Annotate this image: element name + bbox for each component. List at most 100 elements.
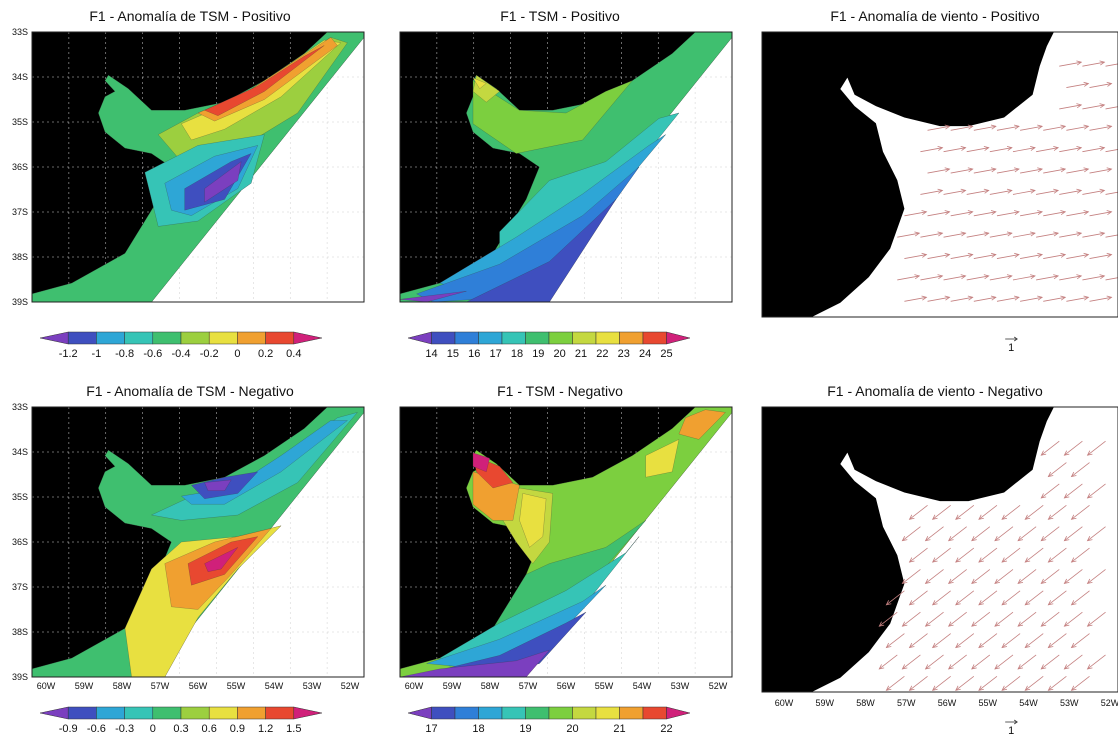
wind-arrow-head — [1063, 450, 1070, 456]
wind-arrow-head — [1106, 252, 1113, 258]
panel-title: F1 - Anomalía de viento - Negativo — [827, 383, 1043, 399]
y-tick-label: 37S — [12, 207, 28, 217]
colorbar-tick-label: -0.4 — [172, 348, 191, 360]
wind-arrow — [1064, 526, 1083, 542]
wind-arrow-head — [1070, 557, 1077, 563]
wind-arrow — [1024, 590, 1044, 606]
wind-arrow-head — [914, 274, 921, 280]
colorbar-segment — [67, 706, 97, 720]
wind-arrow — [1024, 505, 1044, 520]
y-tick-label: 36S — [12, 537, 28, 547]
panel-sst-negative: F1 - TSM - Negativo 60W 59W 58W 57W 56W 55W 54… — [380, 375, 750, 751]
colorbar-segment — [124, 706, 154, 720]
panel-wind-anomaly-positive: F1 - Anomalía de viento - Positivo 1 — [750, 0, 1118, 370]
wind-arrow — [927, 168, 950, 174]
colorbar-tick-label: 19 — [532, 348, 544, 360]
wind-arrow-head — [1017, 664, 1024, 670]
colorbar-segment — [619, 706, 644, 720]
wind-arrow-head — [931, 642, 938, 649]
colorbar-tick-label: 24 — [639, 348, 651, 360]
wind-arrow — [909, 676, 928, 691]
wind-arrow-head — [1053, 188, 1060, 194]
wind-arrow-head — [1037, 295, 1044, 301]
x-tick-label: 57W — [151, 681, 170, 691]
map-frame — [399, 406, 733, 678]
wind-arrow-head — [1106, 295, 1113, 301]
colorbar-segment — [180, 706, 210, 720]
wind-arrow — [1089, 168, 1112, 174]
wind-arrow — [1024, 633, 1044, 648]
colorbar-cap — [39, 706, 69, 720]
wind-arrow — [989, 147, 1012, 153]
wind-arrow — [1048, 590, 1067, 606]
wind-arrow — [1066, 254, 1089, 259]
wind-arrow — [1048, 676, 1067, 691]
colorbar-segment — [478, 331, 503, 345]
wind-arrow — [948, 654, 967, 670]
wind-arrow-head — [1076, 231, 1083, 237]
wind-arrow — [943, 190, 966, 195]
wind-arrow — [897, 232, 920, 238]
wind-arrow — [925, 526, 944, 542]
wind-arrow-head — [960, 188, 967, 194]
wind-arrow-head — [1017, 578, 1024, 585]
wind-arrow — [1066, 83, 1089, 88]
wind-arrow-head — [1060, 124, 1067, 130]
wind-arrow-head — [885, 642, 892, 649]
wind-arrow-head — [1106, 124, 1113, 130]
wind-arrow — [1064, 611, 1083, 627]
wind-arrow-head — [944, 167, 951, 173]
wind-arrow — [1001, 547, 1021, 563]
wind-arrow-head — [983, 231, 990, 237]
colorbar-tick-label: 25 — [660, 348, 672, 360]
wind-arrow — [966, 190, 989, 195]
wind-arrow-head — [1017, 536, 1024, 542]
x-tick-label: 52W — [709, 681, 728, 691]
x-tick-label: 58W — [856, 698, 875, 708]
wind-arrow-head — [990, 124, 997, 130]
contour-band — [399, 291, 467, 303]
wind-arrow — [920, 232, 943, 238]
wind-arrow — [1082, 104, 1105, 110]
y-tick-label: 37S — [12, 582, 28, 592]
map-group: 60W 59W 58W 57W 56W 55W 54W 53W 52W 17 18 19 20 21 22 — [399, 406, 733, 735]
wind-arrow-head — [901, 536, 908, 542]
colorbar-tick-label: 0.6 — [202, 723, 217, 735]
colorbar-segment — [642, 331, 667, 345]
wind-arrow-head — [885, 600, 892, 606]
wind-arrow-head — [908, 685, 915, 691]
wind-arrow — [955, 505, 975, 520]
wind-arrow-head — [1040, 664, 1047, 670]
x-tick-label: 56W — [557, 681, 576, 691]
wind-arrow-head — [1099, 274, 1106, 280]
wind-arrow-head — [1099, 231, 1106, 237]
colorbar-tick-label: 14 — [425, 348, 437, 360]
colorbar-segment — [548, 706, 573, 720]
wind-arrow — [1041, 440, 1060, 456]
wind-arrow — [996, 296, 1020, 302]
wind-anomaly-positive-map: 1 — [761, 31, 1118, 354]
colorbar-tick-label: 19 — [519, 723, 531, 735]
wind-arrow-head — [924, 578, 931, 585]
wind-arrow-head — [1030, 146, 1036, 151]
colorbar-tick-label: 21 — [575, 348, 587, 360]
wind-arrow — [996, 211, 1020, 217]
wind-arrow — [955, 547, 975, 563]
wind-arrow-head — [978, 600, 984, 606]
wind-arrow-head — [1060, 210, 1067, 216]
wind-arrow — [909, 505, 928, 520]
wind-arrow-head — [937, 188, 944, 194]
x-tick-label: 53W — [671, 681, 690, 691]
colorbar-tick-label: 0.4 — [286, 348, 301, 360]
map-group: 1 — [761, 31, 1118, 354]
wind-arrow — [927, 125, 950, 131]
colorbar-tick-label: 0.3 — [173, 723, 188, 735]
wind-arrow-head — [955, 514, 961, 520]
wind-arrow — [978, 590, 998, 606]
wind-arrow — [1105, 234, 1118, 238]
colorbar-tick-label: -0.9 — [59, 723, 78, 735]
wind-arrow — [1059, 104, 1082, 110]
wind-arrow-head — [1037, 210, 1044, 216]
wind-arrow-head — [878, 621, 885, 627]
wind-arrow-head — [901, 664, 908, 670]
